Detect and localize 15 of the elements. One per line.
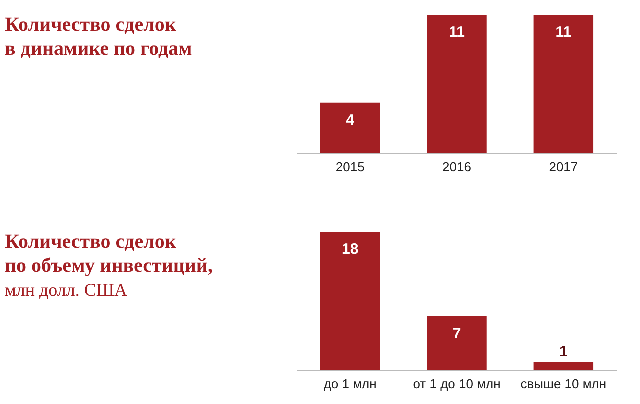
x-tick-label: 2016 [442, 160, 472, 174]
data-label: 18 [342, 241, 359, 258]
text: млн долл. США [5, 280, 128, 300]
x-tick-label: от 1 до 10 млн [413, 376, 501, 392]
data-label: 1 [559, 343, 568, 360]
x-tick-label: свыше 10 млн [520, 376, 607, 392]
data-label: 11 [449, 24, 465, 41]
x-tick-label: 2015 [336, 160, 365, 174]
x-tick-label: 2017 [549, 160, 578, 174]
data-label: 7 [452, 325, 462, 342]
text: Количество сделок по объему инвестиций, [5, 231, 213, 277]
data-label: 11 [556, 24, 572, 41]
data-label: 4 [346, 112, 356, 129]
x-tick-label: до 1 млн [324, 376, 377, 392]
text: Количество сделок в динамике по годам [5, 14, 192, 60]
